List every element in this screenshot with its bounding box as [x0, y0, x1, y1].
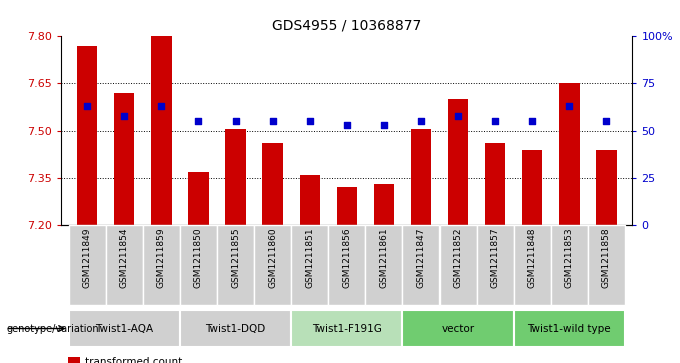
FancyBboxPatch shape [403, 310, 513, 347]
Point [193, 118, 204, 124]
FancyBboxPatch shape [439, 225, 477, 305]
Bar [559, 83, 579, 225]
Bar [262, 143, 283, 225]
Text: Twist1-wild type: Twist1-wild type [528, 323, 611, 334]
Text: genotype/variation: genotype/variation [7, 323, 99, 334]
Point [379, 122, 390, 128]
Bar [448, 99, 469, 225]
Text: Twist1-DQD: Twist1-DQD [205, 323, 266, 334]
FancyBboxPatch shape [365, 225, 403, 305]
Text: GSM1211853: GSM1211853 [565, 228, 574, 288]
Point [119, 113, 130, 118]
Text: GSM1211854: GSM1211854 [120, 228, 129, 288]
Bar [114, 93, 135, 225]
Point [453, 113, 464, 118]
Point [304, 118, 315, 124]
FancyBboxPatch shape [551, 225, 588, 305]
FancyBboxPatch shape [291, 225, 328, 305]
Text: transformed count: transformed count [85, 356, 182, 363]
Text: GSM1211861: GSM1211861 [379, 228, 388, 288]
FancyBboxPatch shape [291, 310, 403, 347]
FancyBboxPatch shape [477, 225, 513, 305]
FancyBboxPatch shape [69, 225, 105, 305]
Bar [225, 129, 245, 225]
Text: vector: vector [441, 323, 475, 334]
FancyBboxPatch shape [254, 225, 291, 305]
FancyBboxPatch shape [588, 225, 625, 305]
Text: GSM1211848: GSM1211848 [528, 228, 537, 288]
Text: GSM1211851: GSM1211851 [305, 228, 314, 288]
Text: GSM1211856: GSM1211856 [342, 228, 352, 288]
Bar [485, 143, 505, 225]
Bar [411, 129, 431, 225]
Point [341, 122, 352, 128]
FancyBboxPatch shape [403, 225, 439, 305]
Point [156, 103, 167, 109]
Text: GSM1211859: GSM1211859 [157, 228, 166, 288]
FancyBboxPatch shape [513, 310, 625, 347]
FancyBboxPatch shape [180, 225, 217, 305]
Point [527, 118, 538, 124]
Point [564, 103, 575, 109]
Text: Twist1-AQA: Twist1-AQA [95, 323, 153, 334]
Text: GSM1211849: GSM1211849 [83, 228, 92, 288]
Bar [596, 150, 617, 225]
Text: GSM1211858: GSM1211858 [602, 228, 611, 288]
Text: GSM1211857: GSM1211857 [491, 228, 500, 288]
Point [267, 118, 278, 124]
FancyBboxPatch shape [514, 225, 551, 305]
Text: GSM1211860: GSM1211860 [268, 228, 277, 288]
Text: GSM1211852: GSM1211852 [454, 228, 462, 288]
FancyBboxPatch shape [328, 225, 365, 305]
Point [230, 118, 241, 124]
Bar [374, 184, 394, 225]
Bar [188, 172, 209, 225]
Point [601, 118, 612, 124]
FancyBboxPatch shape [69, 310, 180, 347]
Text: Twist1-F191G: Twist1-F191G [312, 323, 381, 334]
Bar [77, 46, 97, 225]
FancyBboxPatch shape [106, 225, 143, 305]
Bar [299, 175, 320, 225]
Text: GSM1211855: GSM1211855 [231, 228, 240, 288]
Bar [151, 36, 171, 225]
Text: GSM1211847: GSM1211847 [416, 228, 426, 288]
FancyBboxPatch shape [143, 225, 180, 305]
Text: GSM1211850: GSM1211850 [194, 228, 203, 288]
Bar [522, 150, 543, 225]
Title: GDS4955 / 10368877: GDS4955 / 10368877 [272, 19, 422, 32]
Point [415, 118, 426, 124]
Bar [337, 187, 357, 225]
FancyBboxPatch shape [217, 225, 254, 305]
Point [82, 103, 92, 109]
FancyBboxPatch shape [180, 310, 291, 347]
Point [490, 118, 500, 124]
